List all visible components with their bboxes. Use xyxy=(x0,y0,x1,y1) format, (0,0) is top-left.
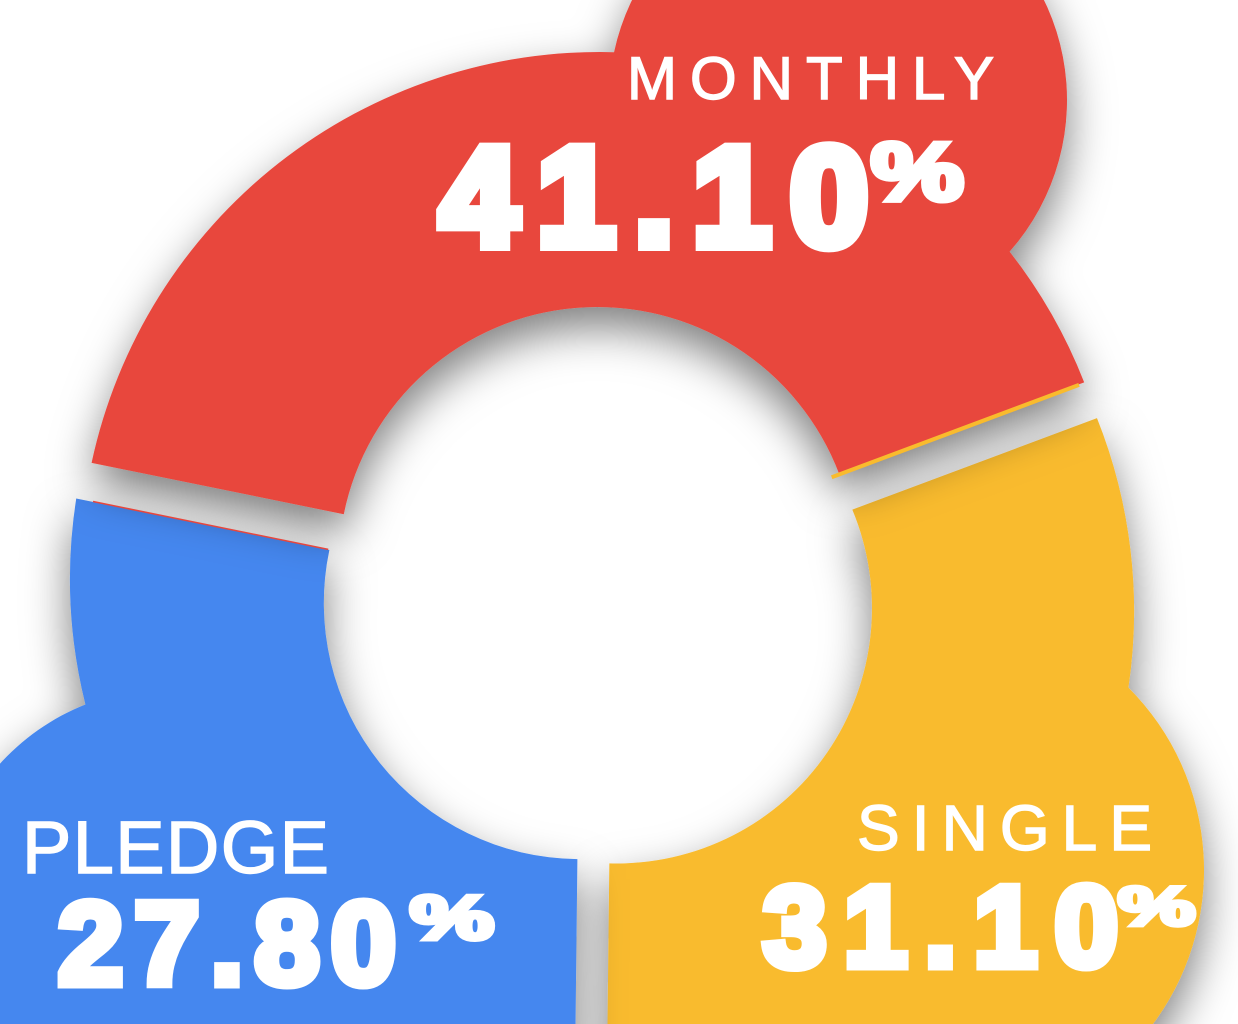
svg-text:%: % xyxy=(410,883,494,952)
svg-text:41.10: 41.10 xyxy=(440,118,868,275)
svg-text:31.10: 31.10 xyxy=(763,864,1118,991)
svg-text:SINGLE: SINGLE xyxy=(857,792,1156,864)
svg-text:27.80: 27.80 xyxy=(58,878,396,1009)
svg-text:%: % xyxy=(871,126,964,218)
svg-text:PLEDGE: PLEDGE xyxy=(22,806,333,889)
svg-text:%: % xyxy=(1118,876,1195,937)
